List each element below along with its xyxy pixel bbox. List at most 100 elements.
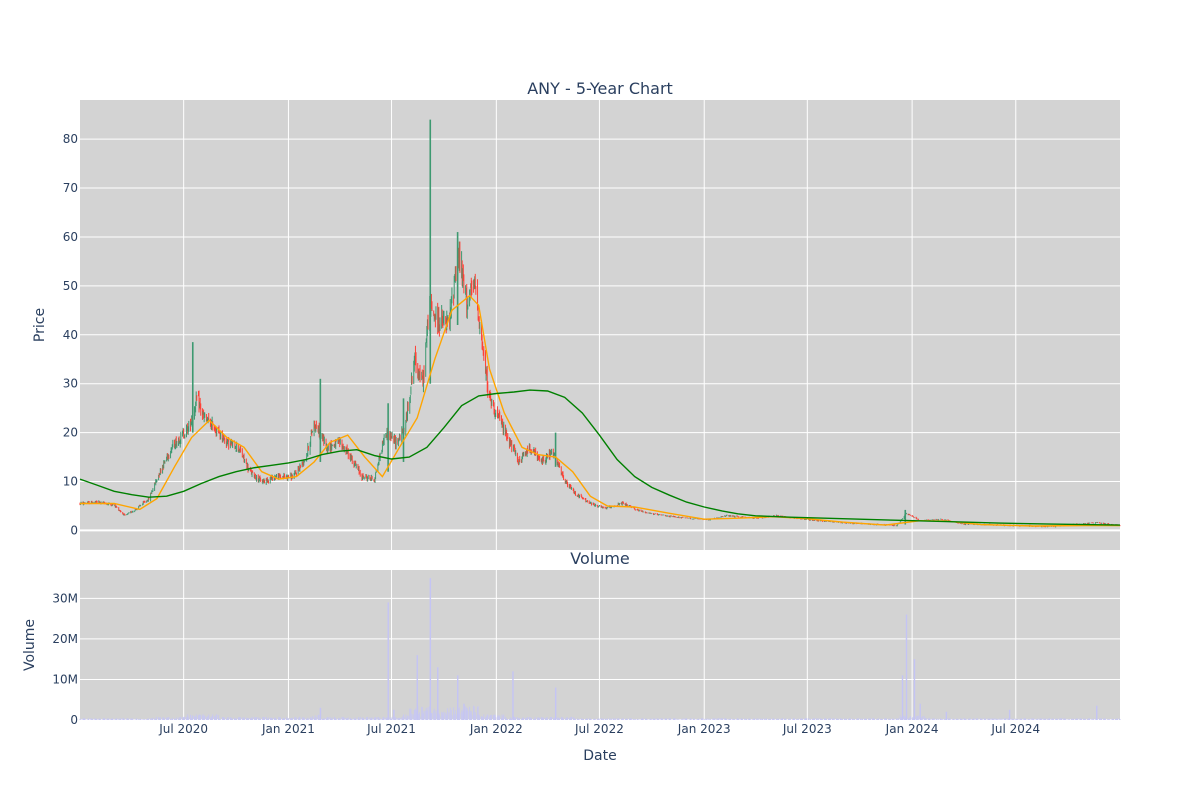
volume-bar	[748, 718, 750, 720]
volume-bar	[836, 718, 838, 720]
volume-bar	[275, 718, 277, 720]
volume-bar	[500, 718, 502, 720]
volume-y-tick-label: 0	[70, 713, 78, 727]
volume-bar	[486, 714, 488, 720]
volume-bar	[124, 719, 126, 720]
volume-bar	[498, 716, 500, 720]
volume-bar	[528, 717, 530, 720]
volume-bar	[900, 717, 902, 720]
volume-bar	[254, 719, 256, 720]
volume-bar	[521, 718, 523, 720]
volume-bar	[726, 719, 728, 720]
volume-bar	[1032, 718, 1034, 720]
volume-bar	[893, 719, 895, 720]
volume-bar	[626, 718, 628, 720]
volume-bar	[602, 719, 604, 720]
volume-bar	[769, 718, 771, 720]
volume-bar	[99, 718, 101, 720]
volume-bar	[240, 717, 242, 720]
volume-bar	[1075, 718, 1077, 720]
volume-bar	[347, 717, 349, 720]
volume-bar	[983, 719, 985, 720]
volume-bar	[927, 718, 929, 720]
volume-bar	[632, 718, 634, 720]
volume-bar	[338, 718, 340, 720]
volume-bar	[275, 719, 277, 720]
volume-bar	[426, 711, 428, 720]
volume-bar	[172, 718, 174, 720]
ma-long-line	[79, 389, 1121, 526]
volume-bar	[867, 719, 869, 720]
volume-bar	[203, 715, 205, 720]
volume-bar	[756, 718, 758, 720]
volume-bar	[152, 717, 154, 720]
volume-bar	[174, 718, 176, 720]
volume-bar	[199, 714, 201, 720]
volume-bar	[114, 719, 116, 720]
volume-bar	[937, 718, 939, 720]
volume-bar	[434, 715, 436, 720]
volume-bar	[721, 718, 723, 720]
volume-bar	[575, 719, 577, 720]
volume-bar	[269, 718, 271, 720]
volume-bar	[646, 719, 648, 720]
volume-bar	[454, 710, 456, 720]
volume-bar	[142, 719, 144, 720]
volume-bar	[279, 717, 281, 720]
price-y-tick-label: 70	[63, 181, 78, 195]
volume-bar	[559, 718, 561, 720]
volume-bar	[702, 718, 704, 720]
volume-bar	[967, 719, 969, 720]
volume-bar	[1100, 718, 1102, 720]
volume-bar	[888, 719, 890, 720]
volume-bar	[415, 710, 417, 720]
volume-bar	[367, 719, 369, 720]
volume-bar	[461, 709, 463, 720]
volume-bar	[160, 718, 162, 720]
volume-bar	[471, 714, 473, 720]
volume-bar	[637, 719, 639, 720]
volume-bar	[162, 718, 164, 720]
volume-bar	[144, 719, 146, 720]
volume-bar	[481, 716, 483, 720]
volume-bar	[337, 719, 339, 720]
volume-bar	[835, 718, 837, 720]
volume-bar	[1112, 719, 1114, 720]
volume-bar	[852, 719, 854, 720]
volume-bar	[761, 718, 763, 720]
volume-bar	[458, 707, 460, 720]
volume-bar	[929, 719, 931, 720]
volume-bar	[904, 717, 906, 720]
volume-bar	[102, 718, 104, 720]
volume-bar	[207, 716, 209, 720]
volume-bar	[385, 717, 387, 720]
volume-bar	[520, 719, 522, 720]
volume-bar	[1119, 719, 1121, 720]
volume-bar	[593, 719, 595, 720]
volume-bar	[844, 719, 846, 720]
volume-bar	[259, 717, 261, 720]
volume-bar	[742, 719, 744, 720]
volume-bar	[689, 719, 691, 720]
volume-bar	[170, 719, 172, 720]
volume-bar	[871, 718, 873, 720]
volume-bar	[957, 718, 959, 720]
volume-bar	[394, 718, 396, 720]
volume-bar	[326, 718, 328, 720]
volume-bar	[729, 719, 731, 720]
volume-bar	[590, 718, 592, 720]
volume-bar	[1015, 718, 1017, 720]
volume-bar	[398, 717, 400, 720]
volume-bar	[817, 719, 819, 720]
volume-bar	[850, 718, 852, 720]
volume-bar	[274, 718, 276, 720]
volume-bar	[159, 717, 161, 720]
volume-bar	[1012, 719, 1014, 720]
volume-bar	[322, 718, 324, 720]
volume-bar	[650, 718, 652, 720]
volume-bar	[860, 719, 862, 720]
volume-bar	[837, 719, 839, 720]
volume-bar	[912, 717, 914, 720]
volume-bar	[330, 718, 332, 720]
volume-bar	[287, 719, 289, 720]
